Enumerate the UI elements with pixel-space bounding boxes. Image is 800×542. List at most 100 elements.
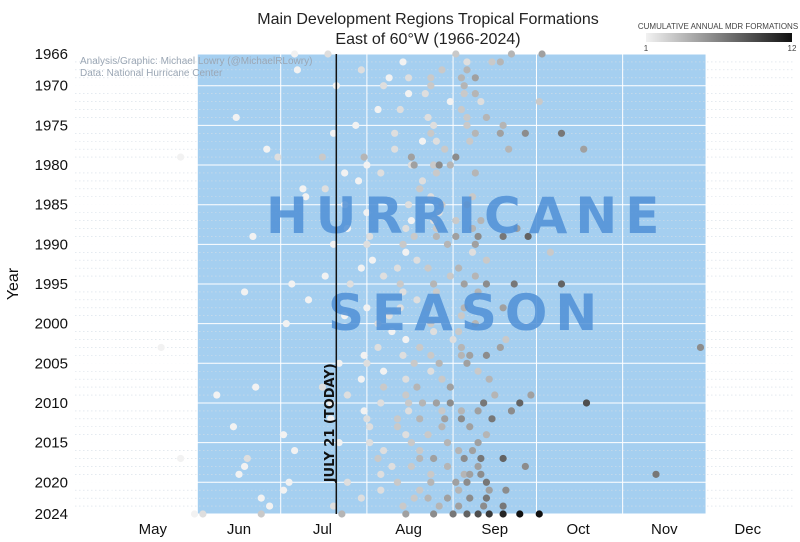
y-tick-label: 2020 — [35, 474, 68, 491]
formation-point — [438, 375, 446, 383]
formation-point — [452, 478, 460, 486]
credit-analysis: Analysis/Graphic: Michael Lowry (@Michae… — [80, 56, 312, 67]
formation-point — [288, 280, 296, 288]
formation-point — [424, 431, 432, 439]
formation-point — [463, 66, 471, 74]
formation-point — [190, 510, 199, 518]
formation-point — [402, 391, 410, 399]
formation-point — [199, 510, 207, 518]
formation-point — [460, 454, 468, 463]
formation-point — [404, 201, 413, 209]
formation-point — [393, 415, 402, 423]
formation-point — [460, 304, 468, 312]
formation-point — [580, 145, 588, 153]
formation-point — [379, 82, 388, 90]
formation-point — [243, 454, 251, 463]
legend-gradient-bar — [646, 33, 792, 42]
formation-point — [413, 383, 421, 391]
formation-point — [416, 446, 424, 455]
formation-point — [446, 97, 454, 106]
formation-point — [388, 327, 396, 336]
formation-point — [430, 161, 438, 169]
season-word-season: SEASON — [328, 284, 605, 342]
formation-point — [291, 50, 299, 58]
formation-point — [360, 351, 368, 359]
y-tick-label: 2000 — [35, 316, 68, 333]
formation-point — [427, 129, 435, 137]
formation-point — [335, 359, 343, 367]
formation-point — [346, 280, 354, 288]
formation-point — [379, 367, 388, 375]
formation-point — [427, 478, 435, 486]
formation-point — [463, 510, 471, 518]
formation-point — [457, 105, 466, 114]
formation-point — [460, 90, 468, 98]
formation-point — [379, 272, 388, 280]
formation-point — [474, 407, 482, 415]
formation-point — [474, 288, 482, 296]
formation-point — [535, 510, 543, 518]
y-tick-label: 2010 — [35, 395, 68, 412]
formation-point — [410, 494, 418, 502]
formation-point — [374, 105, 382, 114]
x-tick-label: Jun — [227, 521, 251, 538]
formation-point — [329, 502, 338, 510]
formation-point — [582, 399, 591, 407]
formation-point — [321, 185, 329, 193]
formation-point — [363, 240, 371, 248]
formation-point — [432, 232, 440, 241]
formation-point — [446, 161, 454, 169]
formation-point — [466, 470, 474, 478]
formation-point — [455, 502, 463, 510]
formation-point — [427, 367, 435, 375]
formation-point — [430, 510, 438, 518]
season-word-hurricane: HURRICANE — [266, 187, 667, 245]
today-marker-label: JULY 21 (TODAY) — [323, 363, 338, 483]
formation-point — [499, 304, 507, 312]
x-tick-label: Sep — [481, 521, 508, 538]
formation-point — [329, 240, 338, 248]
formation-point — [466, 494, 474, 502]
formation-point — [385, 312, 393, 320]
formation-point — [232, 113, 240, 122]
formation-point — [452, 232, 460, 241]
formation-point — [354, 177, 363, 185]
formation-point — [357, 66, 365, 74]
formation-point — [357, 375, 365, 383]
formation-point — [363, 304, 371, 312]
formation-point — [480, 502, 488, 510]
formation-point — [318, 383, 327, 391]
y-tick-label: 2024 — [35, 506, 68, 523]
formation-point — [432, 169, 440, 177]
plot-area: HURRICANE SEASON JULY 21 (TODAY) — [75, 50, 795, 518]
formation-point — [407, 462, 415, 471]
formation-point — [521, 129, 529, 137]
formation-point — [482, 478, 491, 486]
formation-point — [460, 280, 468, 288]
formation-point — [252, 383, 260, 391]
formation-point — [416, 343, 424, 352]
formation-point — [327, 415, 335, 423]
formation-point — [443, 240, 452, 248]
formation-point — [363, 415, 371, 423]
formation-point — [324, 50, 332, 58]
formation-point — [441, 415, 449, 423]
formation-point — [377, 399, 385, 407]
formation-point — [477, 97, 485, 106]
formation-point — [449, 335, 457, 344]
formation-point — [482, 256, 491, 264]
formation-points — [157, 50, 705, 518]
legend-title: CUMULATIVE ANNUAL MDR FORMATIONS — [638, 22, 798, 31]
formation-point — [477, 216, 485, 225]
formation-point — [474, 510, 482, 518]
formation-point — [291, 446, 299, 455]
formation-point — [438, 423, 446, 431]
formation-point — [499, 232, 507, 241]
formation-point — [430, 121, 438, 129]
formation-point — [413, 256, 421, 264]
formation-point — [285, 478, 293, 486]
formation-point — [468, 248, 477, 256]
formation-point — [463, 113, 471, 122]
formation-point — [427, 320, 435, 328]
formation-point — [432, 137, 440, 145]
